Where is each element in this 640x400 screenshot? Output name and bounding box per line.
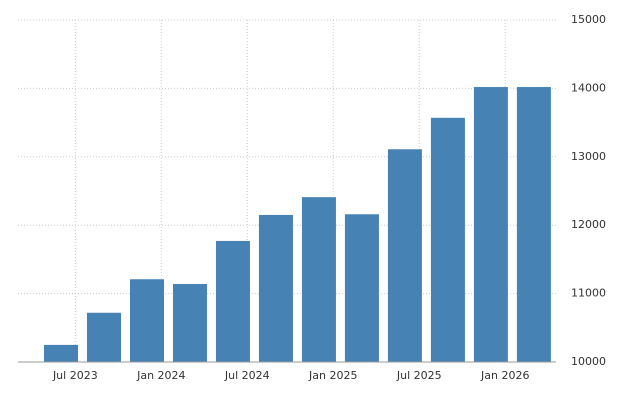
- bar: [387, 149, 422, 362]
- y-tick-label: 12000: [571, 218, 606, 231]
- y-tick-label: 11000: [571, 287, 606, 300]
- bar: [516, 87, 551, 363]
- x-tick-label: Jul 2025: [396, 369, 442, 382]
- x-tick-label: Jul 2024: [224, 369, 270, 382]
- y-tick-label: 15000: [571, 13, 606, 26]
- bar: [430, 117, 465, 362]
- bar: [473, 87, 508, 363]
- y-tick-label: 13000: [571, 150, 606, 163]
- bar: [301, 197, 336, 362]
- bar: [86, 312, 121, 362]
- y-tick-label: 10000: [571, 355, 606, 368]
- bar: [344, 214, 379, 362]
- x-tick-label: Jul 2023: [52, 369, 98, 382]
- bar: [129, 279, 164, 362]
- x-tick-label: Jan 2024: [136, 369, 185, 382]
- bar: [258, 214, 293, 362]
- x-tick-label: Jan 2025: [308, 369, 357, 382]
- y-tick-label: 14000: [571, 81, 606, 94]
- bar: [172, 284, 207, 362]
- bar: [215, 240, 250, 362]
- bar: [44, 344, 78, 362]
- x-tick-label: Jan 2026: [480, 369, 529, 382]
